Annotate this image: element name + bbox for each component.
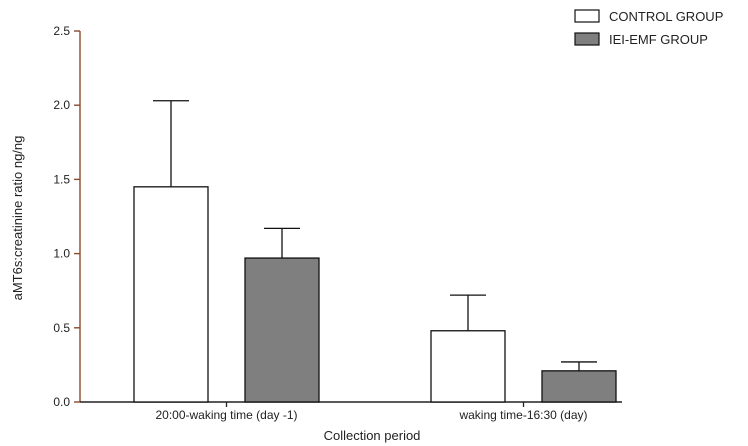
y-tick-label: 0.0	[53, 395, 70, 409]
bar	[133, 186, 209, 403]
legend-swatch	[574, 32, 600, 46]
y-tick-label: 2.0	[53, 98, 70, 112]
bar	[430, 330, 506, 403]
legend-swatch	[574, 9, 600, 23]
bar	[541, 370, 617, 403]
x-tick-label: waking time-16:30 (day)	[458, 408, 587, 422]
y-axis: 0.0 0.5 1.0 1.5 2.0 2.5	[53, 24, 81, 409]
x-tick-label: 20:00-waking time (day -1)	[155, 408, 297, 422]
bar	[244, 257, 320, 403]
legend: CONTROL GROUP IEI-EMF GROUP	[574, 9, 723, 47]
y-tick-label: 0.5	[53, 321, 70, 335]
y-tick-label: 1.5	[53, 172, 70, 186]
y-tick-label: 2.5	[53, 24, 70, 38]
y-axis-title: aMT6s:creatinine ratio ng/ng	[10, 136, 25, 301]
bars	[133, 100, 617, 403]
y-tick-label: 1.0	[53, 247, 70, 261]
legend-label: IEI-EMF GROUP	[609, 32, 708, 47]
legend-label: CONTROL GROUP	[609, 9, 723, 24]
x-axis: 20:00-waking time (day -1) waking time-16…	[80, 401, 622, 422]
x-axis-title: Collection period	[324, 428, 421, 443]
